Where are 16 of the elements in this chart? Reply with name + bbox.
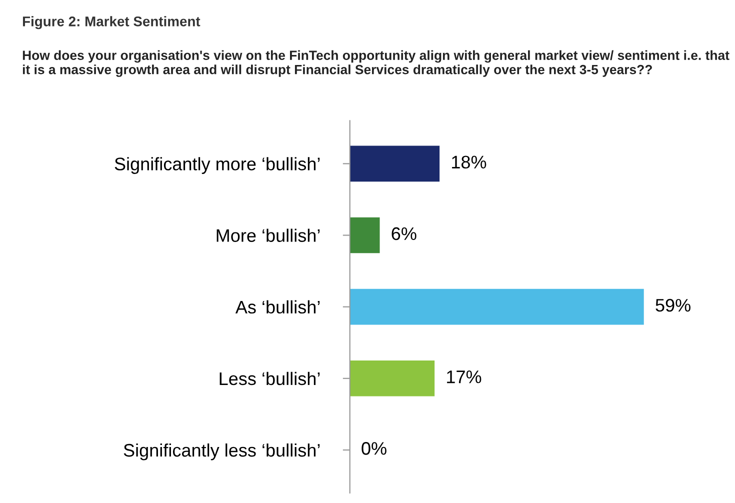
chart-subtitle: How does your organisation's view on the FinTech opportunity align with general market view/ sentiment i.e. that it is a massive growth area and will disrupt Financial Services dramatically over the next 3-5 years?? <box>22 50 730 77</box>
y-tick-label: Significantly more ‘bullish’ <box>114 157 320 174</box>
text: Figure 2: Market Sentiment <box>22 16 200 30</box>
bar <box>350 217 380 254</box>
data-label: 59% <box>656 298 690 312</box>
data-label: 0% <box>362 442 386 455</box>
y-tick-label: Less ‘bullish’ <box>220 372 320 386</box>
bar <box>350 360 435 396</box>
y-tick-label: More ‘bullish’ <box>216 228 320 242</box>
data-label: 18% <box>452 156 486 169</box>
bar <box>350 288 644 325</box>
y-tick-label: As ‘bullish’ <box>235 300 320 314</box>
bar <box>350 146 440 182</box>
y-tick-label: Significantly less ‘bullish’ <box>124 443 320 460</box>
data-label: 17% <box>447 370 482 384</box>
data-label: 6% <box>392 227 416 240</box>
